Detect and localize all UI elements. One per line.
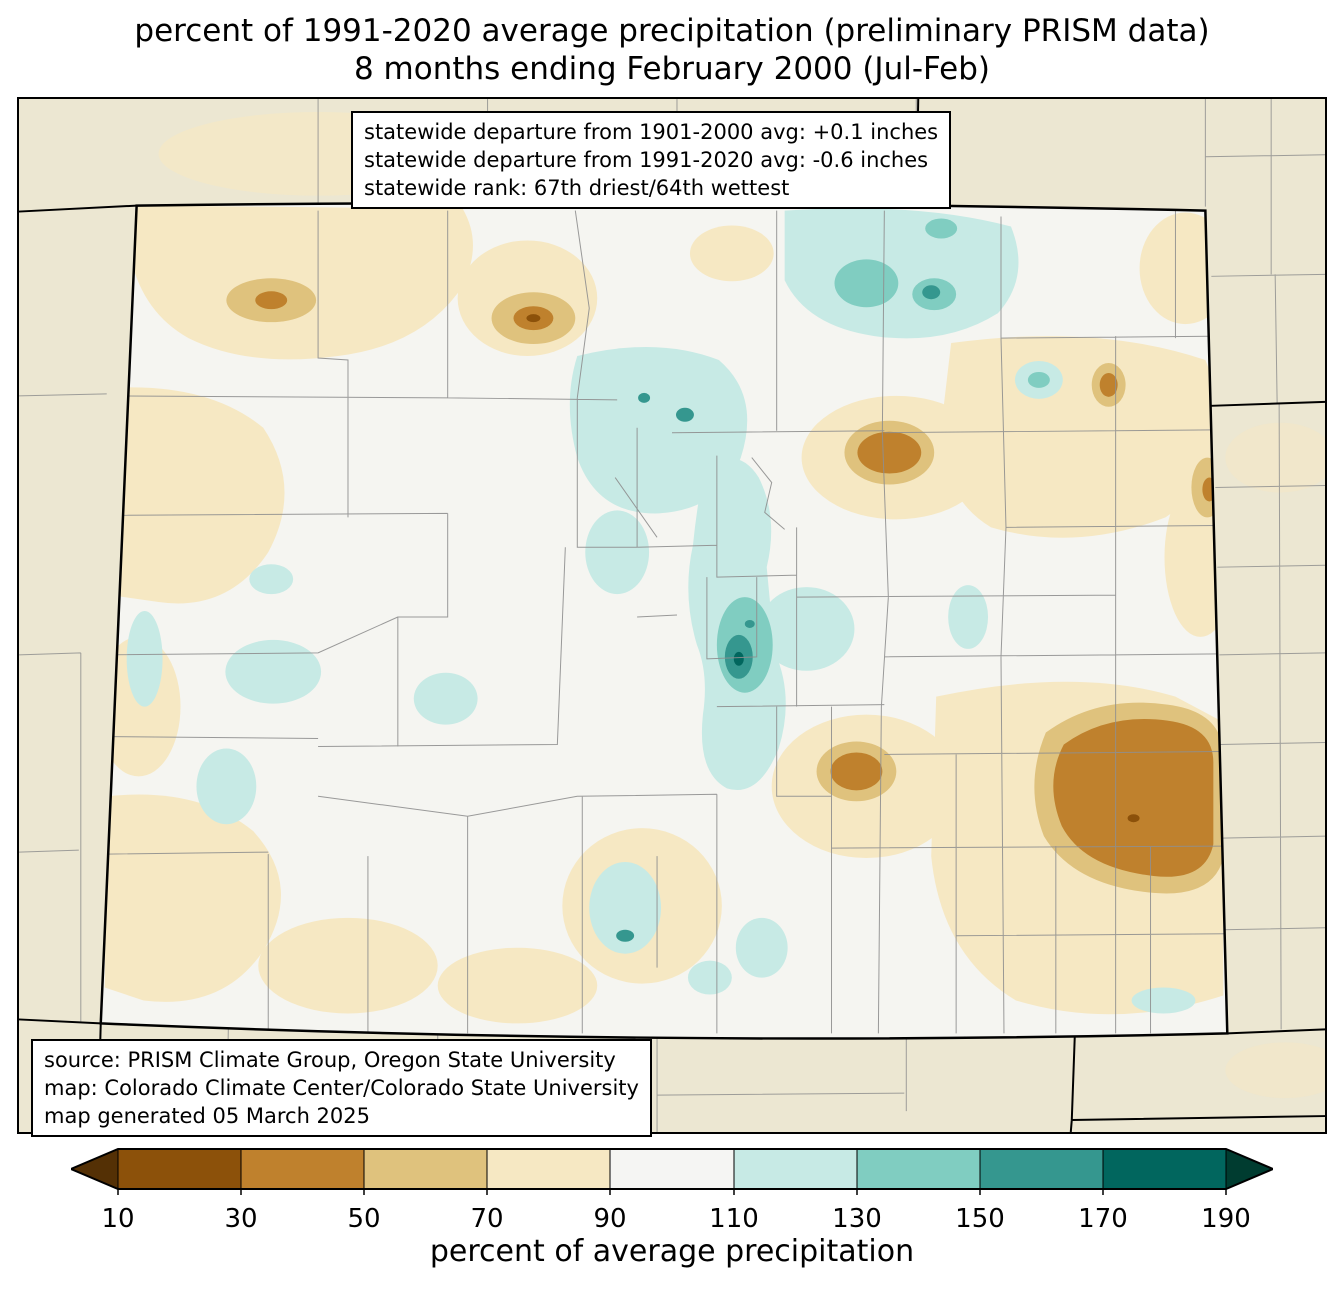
- precip-blob: [255, 291, 288, 310]
- county-lines-central: [614, 210, 885, 708]
- colorbar-tick-10: 10: [101, 1203, 135, 1234]
- colorbar-under-arrow: [69, 1148, 119, 1190]
- precip-blob: [948, 584, 989, 649]
- precip-blob: [675, 407, 694, 422]
- map-title-line2: 8 months ending February 2000 (Jul-Feb): [353, 51, 990, 88]
- source-line-1: source: PRISM Climate Group, Oregon Stat…: [44, 1047, 616, 1072]
- precip-blob: [589, 861, 662, 954]
- precip-blob: [1099, 372, 1118, 397]
- county-lines-east: [796, 210, 1228, 1034]
- precip-blob: [941, 335, 1221, 538]
- precip-blob: [1027, 371, 1050, 388]
- precip-blob: [735, 917, 788, 978]
- county-lines-west: [104, 210, 833, 1034]
- precip-blob: [1053, 718, 1214, 877]
- precip-blob: [922, 285, 941, 300]
- precip-blob: [744, 619, 755, 628]
- precip-blob: [857, 431, 922, 474]
- colorbar-tick-150: 150: [955, 1203, 1005, 1234]
- precip-teal-light: [126, 208, 1196, 1014]
- precip-blob: [758, 586, 855, 671]
- precip-blob: [830, 752, 883, 791]
- precip-blob: [689, 225, 774, 282]
- colorbar-tick-50: 50: [347, 1203, 381, 1234]
- colorbar-axis-label: percent of average precipitation: [429, 1233, 915, 1269]
- colorbar-tick-labels: 10 30 50 70 90 110 130 150 170 190: [71, 1200, 1273, 1234]
- colorbar-tick-marks: [117, 1188, 1227, 1195]
- colorbar-tick-90: 90: [593, 1203, 627, 1234]
- precip-blob: [1127, 814, 1140, 823]
- precip-blob: [258, 917, 438, 1014]
- map-title: percent of 1991-2020 average precipitati…: [0, 0, 1344, 89]
- stats-line-1: statewide departure from 1901-2000 avg: …: [364, 119, 939, 144]
- source-line-3: map generated 05 March 2025: [44, 1104, 371, 1129]
- precip-blob: [616, 929, 635, 942]
- precip-blob: [130, 205, 473, 360]
- colorbar-over-arrow: [1225, 1148, 1275, 1190]
- statewide-stats-box: statewide departure from 1901-2000 avg: …: [351, 110, 952, 210]
- precip-blob: [687, 960, 732, 995]
- precip-blob: [1225, 422, 1325, 493]
- precip-blob: [638, 392, 651, 403]
- precip-blob: [413, 672, 478, 725]
- precip-blob: [834, 259, 899, 308]
- precip-blob: [925, 218, 958, 239]
- colorbar-segment: [486, 1148, 611, 1190]
- stats-line-2: statewide departure from 1991-2020 avg: …: [364, 148, 929, 172]
- source-credit-box: source: PRISM Climate Group, Oregon Stat…: [31, 1038, 652, 1138]
- source-line-2: map: Colorado Climate Center/Colorado St…: [44, 1076, 639, 1100]
- colorbar-segment: [117, 1148, 242, 1190]
- colorbar-segment: [363, 1148, 488, 1190]
- precip-blob: [104, 794, 281, 1002]
- precip-blob: [1131, 987, 1196, 1014]
- colorbar-segment: [733, 1148, 858, 1190]
- precip-blob: [733, 651, 744, 666]
- colorbar-segment: [979, 1148, 1104, 1190]
- precip-blob: [585, 510, 650, 594]
- precip-brown: [255, 291, 1217, 877]
- colorbar-segment: [240, 1148, 365, 1190]
- precip-blob: [1225, 1042, 1325, 1098]
- colorbar-segment: [609, 1148, 735, 1190]
- colorbar-tick-30: 30: [224, 1203, 258, 1234]
- colorbar: 10 30 50 70 90 110 130 150 170 190 perce…: [68, 1146, 1276, 1269]
- colorbar-tick-70: 70: [470, 1203, 504, 1234]
- precip-blob: [225, 639, 322, 704]
- colorado-precip-map-svg: [19, 98, 1325, 1132]
- precip-brown-dark: [526, 314, 1140, 823]
- map-title-line1: percent of 1991-2020 average precipitati…: [134, 13, 1210, 49]
- precip-blob: [126, 610, 163, 707]
- precip-blob: [526, 314, 541, 323]
- colorbar-tick-130: 130: [832, 1203, 882, 1234]
- precip-blob: [249, 564, 294, 594]
- precip-blob: [569, 346, 748, 514]
- precip-blob: [110, 387, 285, 604]
- colorbar-svg: [68, 1147, 1276, 1195]
- precip-blob: [437, 947, 598, 1024]
- colorbar-segment: [1102, 1148, 1227, 1190]
- map-frame: statewide departure from 1901-2000 avg: …: [17, 96, 1327, 1138]
- county-lines: [104, 210, 1228, 1034]
- precip-blob: [196, 748, 257, 825]
- colorbar-tick-190: 190: [1201, 1203, 1251, 1234]
- colorbar-tick-110: 110: [709, 1203, 759, 1234]
- colorbar-segment: [856, 1148, 981, 1190]
- stats-line-3: statewide rank: 67th driest/64th wettest: [364, 176, 790, 201]
- colorbar-tick-170: 170: [1078, 1203, 1128, 1234]
- precip-teal-darkest: [733, 651, 744, 666]
